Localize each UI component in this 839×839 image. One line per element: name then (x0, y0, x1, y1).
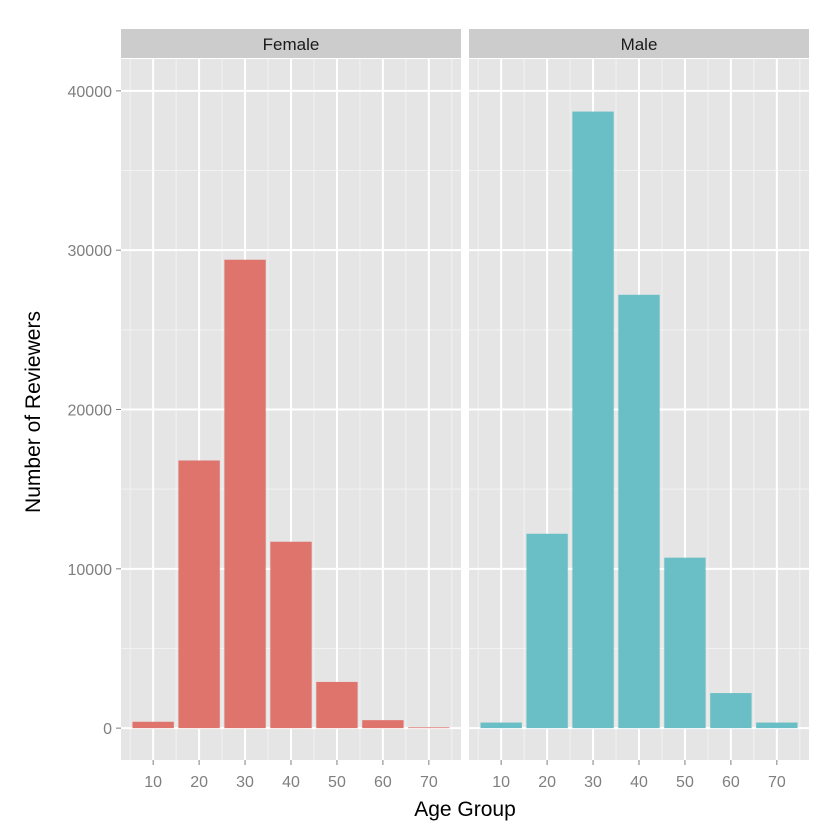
panel-male: Male 10 20 30 40 50 60 70 (469, 29, 809, 791)
bar-female-30 (224, 259, 266, 729)
bar-female-10 (132, 721, 174, 729)
x-tick-label: 40 (282, 774, 300, 791)
x-tick-label: 10 (144, 774, 162, 791)
x-tick-label: 70 (768, 774, 786, 791)
x-tick-label: 20 (538, 774, 556, 791)
bar-female-70 (408, 727, 450, 729)
y-tick-label: 0 (103, 721, 112, 738)
strip-label-male: Male (621, 35, 658, 54)
y-tick-label: 20000 (68, 403, 113, 420)
x-tick-label: 60 (374, 774, 392, 791)
x-axis-title: Age Group (414, 798, 516, 821)
panel-female: Female 10 20 30 40 50 60 70 (121, 29, 461, 791)
bar-male-60 (710, 693, 752, 729)
x-tick-label: 20 (190, 774, 208, 791)
bar-male-10 (480, 722, 522, 729)
x-tick-label: 60 (722, 774, 740, 791)
x-tick-label: 30 (236, 774, 254, 791)
x-tick-label: 40 (630, 774, 648, 791)
y-tick-label: 10000 (68, 562, 113, 579)
bar-female-50 (316, 681, 358, 729)
strip-label-female: Female (263, 35, 320, 54)
panels-layer: Female 10 20 30 40 50 60 70 Male 10 20 30 40 50 60 70 (121, 29, 809, 791)
x-tick-label: 10 (492, 774, 510, 791)
y-axis: 0 10000 20000 30000 40000 (68, 84, 121, 738)
x-tick-label: 50 (328, 774, 346, 791)
bar-female-40 (270, 541, 312, 729)
bar-male-30 (572, 111, 614, 729)
y-axis-title: Number of Reviewers (22, 311, 45, 513)
bar-female-20 (178, 460, 220, 729)
strip-background (469, 29, 809, 58)
strip-background (121, 29, 461, 58)
x-tick-label: 70 (420, 774, 438, 791)
bar-male-40 (618, 294, 660, 729)
y-tick-label: 30000 (68, 243, 113, 260)
bar-male-20 (526, 533, 568, 729)
bar-male-70 (756, 722, 798, 729)
x-tick-label: 50 (676, 774, 694, 791)
bar-female-60 (362, 720, 404, 729)
bar-male-50 (664, 557, 706, 729)
y-tick-label: 40000 (68, 84, 113, 101)
x-tick-label: 30 (584, 774, 602, 791)
